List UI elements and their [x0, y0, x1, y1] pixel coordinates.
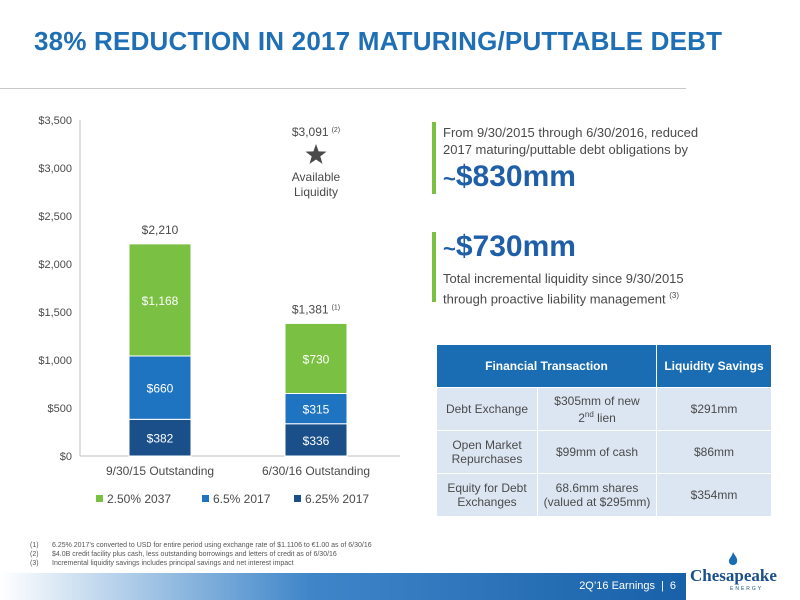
legend-label: 6.25% 2017: [305, 492, 369, 506]
footnotes: (1) 6.25% 2017’s converted to USD for ent…: [30, 541, 372, 568]
table-cell-detail: $305mm of new 2nd lien: [537, 387, 657, 431]
y-tick-label: $3,500: [38, 115, 72, 127]
footnote-number: (3): [30, 560, 39, 567]
callout2-amount: $730mm: [455, 230, 576, 263]
callout-accent-bar: [432, 122, 436, 194]
table-cell-transaction-line: Equity for Debt: [447, 481, 527, 495]
bar-total-note: (1): [332, 304, 341, 311]
table-header-savings: Liquidity Savings: [656, 344, 772, 388]
table-header-transaction: Financial Transaction: [436, 344, 657, 388]
footer-label: 2Q’16 Earnings: [579, 580, 656, 592]
legend-label: 2.50% 2037: [107, 492, 171, 506]
bar-segment-label: $315: [303, 403, 330, 417]
title-divider: [0, 88, 686, 89]
legend-swatch: [96, 495, 103, 502]
table-cell-transaction: Equity for Debt Exchanges: [436, 473, 538, 517]
callout2-text: Total incremental liquidity since 9/30/2…: [443, 270, 684, 307]
table-cell-transaction-line: Open Market: [452, 438, 522, 452]
bar-total-label: $2,210: [142, 223, 179, 237]
y-tick-label: $0: [60, 451, 72, 463]
footnote-text: Incremental liquidity savings includes p…: [52, 560, 294, 567]
y-tick-label: $3,000: [38, 163, 72, 175]
footer-bar: 2Q’16 Earnings | 6: [0, 573, 686, 600]
legend-label: 6.5% 2017: [213, 492, 271, 506]
y-tick-label: $1,500: [38, 307, 72, 319]
financial-transactions-table: Financial Transaction Liquidity Savings …: [436, 344, 772, 517]
liquidity-value-label: $3,091 (2): [292, 125, 340, 139]
table-cell-detail-sup: nd: [584, 409, 594, 419]
table-cell-transaction: Debt Exchange: [436, 387, 538, 431]
footer-separator: |: [661, 580, 664, 592]
callout1-amount: $830mm: [455, 160, 576, 193]
legend-swatch: [294, 495, 301, 502]
footer-text: 2Q’16 Earnings | 6: [579, 580, 676, 592]
bar-segment-label: $382: [147, 432, 174, 446]
callout1-line2: 2017 maturing/puttable debt obligations …: [443, 142, 689, 157]
table-cell-savings: $354mm: [656, 473, 772, 517]
table-cell-detail-line: lien: [593, 410, 616, 425]
footnote-2: (2) $4.0B credit facility plus cash, less…: [30, 550, 372, 559]
callout2-line1: Total incremental liquidity since 9/30/2…: [443, 271, 684, 286]
logo-subtext: ENERGY: [730, 586, 764, 592]
table-cell-transaction-line: Repurchases: [451, 452, 523, 466]
bar-segment: [284, 322, 348, 395]
bar-total-label: $1,381 (1): [292, 302, 340, 316]
bar-segment: [284, 423, 348, 457]
table-cell-savings: $86mm: [656, 430, 772, 474]
star-icon: [305, 144, 327, 164]
footnote-text: $4.0B credit facility plus cash, less ou…: [52, 551, 337, 558]
callout2-value: ~$730mm: [443, 230, 576, 264]
x-category-label: 9/30/15 Outstanding: [106, 464, 214, 478]
table-row: Open Market Repurchases $99mm of cash $8…: [436, 430, 772, 474]
logo-flame-icon: [728, 552, 738, 565]
company-logo: Chesapeake ENERGY: [690, 552, 794, 596]
callout1-line1: From 9/30/2015 through 6/30/2016, reduce…: [443, 125, 699, 140]
table-cell-detail: $99mm of cash: [537, 430, 657, 474]
bar-segment-label: $660: [147, 382, 174, 396]
callout1-value: ~$830mm: [443, 160, 576, 194]
table-cell-savings: $291mm: [656, 387, 772, 431]
y-tick-label: $1,000: [38, 355, 72, 367]
table-cell-detail-ordinal: 2: [578, 410, 585, 425]
footnote-3: (3) Incremental liquidity savings include…: [30, 559, 372, 568]
bar-segment: [128, 418, 192, 457]
footnote-1: (1) 6.25% 2017’s converted to USD for ent…: [30, 541, 372, 550]
table-row: Debt Exchange $305mm of new 2nd lien $29…: [436, 387, 772, 431]
x-category-label: 6/30/16 Outstanding: [262, 464, 370, 478]
table-row: Equity for Debt Exchanges 68.6mm shares …: [436, 473, 772, 517]
y-tick-label: $2,000: [38, 259, 72, 271]
callout1-text: From 9/30/2015 through 6/30/2016, reduce…: [443, 124, 698, 158]
y-tick-label: $2,500: [38, 211, 72, 223]
bar-segment: [128, 243, 192, 357]
table-cell-detail-line: (valued at $295mm): [543, 495, 651, 509]
footnote-number: (2): [30, 551, 39, 558]
table-cell-detail-line: 68.6mm shares: [555, 481, 639, 495]
callout2-line2: through proactive liability management: [443, 291, 666, 307]
page-title: 38% REDUCTION IN 2017 MATURING/PUTTABLE …: [34, 26, 723, 56]
callout-accent-bar: [432, 232, 436, 302]
logo-wordmark: Chesapeake: [690, 566, 777, 585]
table-cell-transaction-line: Exchanges: [457, 495, 517, 509]
callout2-note: (3): [669, 291, 679, 300]
table-header-row: Financial Transaction Liquidity Savings: [436, 344, 772, 388]
page-number: 6: [669, 580, 676, 592]
bar-segment-label: $336: [303, 434, 330, 448]
table-cell-transaction: Open Market Repurchases: [436, 430, 538, 474]
liquidity-caption-line2: Liquidity: [294, 185, 338, 199]
y-tick-label: $500: [48, 403, 72, 415]
footnote-number: (1): [30, 542, 39, 549]
bar-segment-label: $730: [303, 352, 330, 366]
callout2-tilde: ~: [443, 236, 456, 261]
footnote-text: 6.25% 2017’s converted to USD for entire…: [52, 542, 372, 549]
callout1-tilde: ~: [443, 166, 456, 191]
stacked-bar-chart: $0 $500 $1,000 $1,500 $2,000 $2,500 $3,000 $3,5…: [38, 115, 400, 506]
bar-segment-label: $1,168: [142, 294, 179, 308]
table-cell-detail-line: $305mm of new: [554, 393, 640, 408]
liquidity-note: (2): [332, 127, 341, 134]
table-cell-detail: 68.6mm shares (valued at $295mm): [537, 473, 657, 517]
liquidity-caption-line1: Available: [292, 170, 341, 184]
legend-swatch: [202, 495, 209, 502]
